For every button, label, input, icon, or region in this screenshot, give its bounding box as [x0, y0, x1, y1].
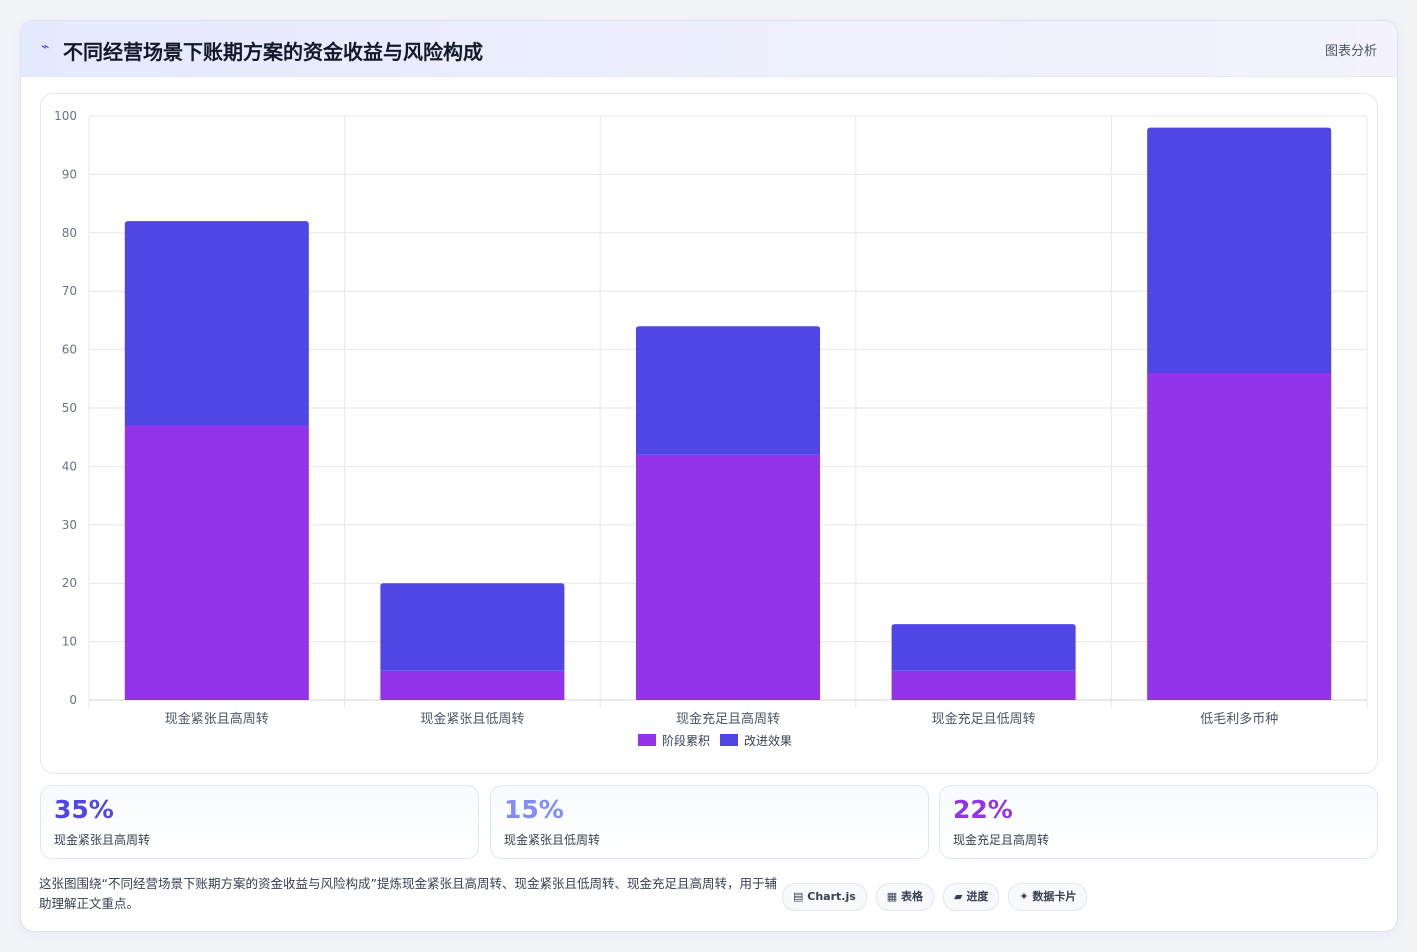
legend-swatch — [638, 734, 656, 746]
chip-label: 数据卡片 — [1032, 890, 1077, 903]
chip-table[interactable]: ▦ 表格 — [875, 883, 935, 911]
x-tick-label: 低毛利多币种 — [1200, 711, 1278, 727]
bar-2 — [1147, 127, 1332, 373]
stat-label: 现金紧张且高周转 — [54, 833, 151, 847]
stat-value: 35% — [54, 795, 114, 824]
y-tick-label: 10 — [62, 635, 77, 649]
progress-icon: ▰ — [954, 890, 963, 903]
chip-label: Chart.js — [807, 890, 856, 903]
stat-card-3: 22% 现金充足且高周转 — [939, 785, 1378, 859]
legend-label: 改进效果 — [744, 733, 792, 748]
sparkle-icon: ✦ — [1019, 890, 1029, 903]
bar-2 — [124, 221, 309, 426]
stat-card-1: 35% 现金紧张且高周转 — [40, 785, 479, 859]
x-tick-label: 现金紧张且高周转 — [165, 711, 269, 727]
table-icon: ▦ — [886, 890, 898, 903]
feature-chips: ▤ Chart.js ▦ 表格 ▰ 进度 ✦ 数据卡片 — [782, 883, 1088, 911]
stat-value: 15% — [504, 795, 564, 824]
y-tick-label: 100 — [54, 109, 77, 123]
chart-card: ⌁ 不同经营场景下账期方案的资金收益与风险构成 图表分析 0 10 20 30 40 50… — [20, 20, 1398, 932]
legend-swatch — [720, 734, 738, 746]
y-tick-label: 70 — [62, 284, 77, 298]
card-header: ⌁ 不同经营场景下账期方案的资金收益与风险构成 图表分析 — [21, 21, 1397, 77]
chip-label: 进度 — [966, 890, 989, 903]
x-tick-label: 现金充足且高周转 — [676, 711, 780, 727]
page-title: 不同经营场景下账期方案的资金收益与风险构成 — [63, 40, 483, 64]
x-tick-label: 现金充足且低周转 — [932, 711, 1036, 727]
x-tick-label: 现金紧张且低周转 — [420, 711, 524, 727]
bar-2 — [380, 583, 565, 671]
chart-icon: ▤ — [793, 890, 804, 903]
y-tick-label: 50 — [62, 401, 77, 415]
bar-2 — [635, 326, 821, 455]
chip-data-card[interactable]: ✦ 数据卡片 — [1008, 883, 1088, 911]
stat-label: 现金紧张且低周转 — [504, 833, 601, 847]
header-tag: 图表分析 — [1324, 44, 1377, 59]
stat-label: 现金充足且高周转 — [953, 833, 1050, 847]
chip-label: 表格 — [901, 890, 924, 903]
legend-label: 阶段累积 — [662, 733, 710, 748]
y-tick-label: 0 — [69, 693, 77, 707]
y-tick-label: 20 — [62, 576, 77, 590]
pulse-icon: ⌁ — [41, 39, 50, 55]
stacked-bar-chart: 0 10 20 30 40 50 60 70 80 90 100 现金紧张且高周转 现金紧张且低周转 现金… — [54, 109, 1368, 748]
bar-2 — [891, 624, 1076, 671]
y-tick-label: 90 — [62, 167, 77, 181]
bar-1 — [1147, 372, 1332, 700]
y-tick-label: 30 — [62, 518, 77, 532]
bar-1 — [635, 454, 821, 700]
stat-card-2: 15% 现金紧张且低周转 — [490, 785, 929, 859]
chart-container: 0 10 20 30 40 50 60 70 80 90 100 现金紧张且高周转 现金紧张且低周转 现金… — [40, 93, 1378, 774]
chip-chartjs[interactable]: ▤ Chart.js — [782, 883, 867, 911]
chart-caption: 这张图围绕“不同经营场景下账期方案的资金收益与风险构成”提炼现金紧张且高周转、现… — [39, 876, 777, 911]
y-tick-label: 80 — [62, 226, 77, 240]
y-tick-label: 60 — [62, 343, 77, 357]
chip-progress[interactable]: ▰ 进度 — [943, 883, 1000, 911]
bar-1 — [380, 670, 565, 700]
stat-value: 22% — [953, 795, 1013, 824]
y-tick-label: 40 — [62, 459, 77, 473]
bar-1 — [124, 425, 309, 700]
bar-1 — [891, 670, 1076, 700]
